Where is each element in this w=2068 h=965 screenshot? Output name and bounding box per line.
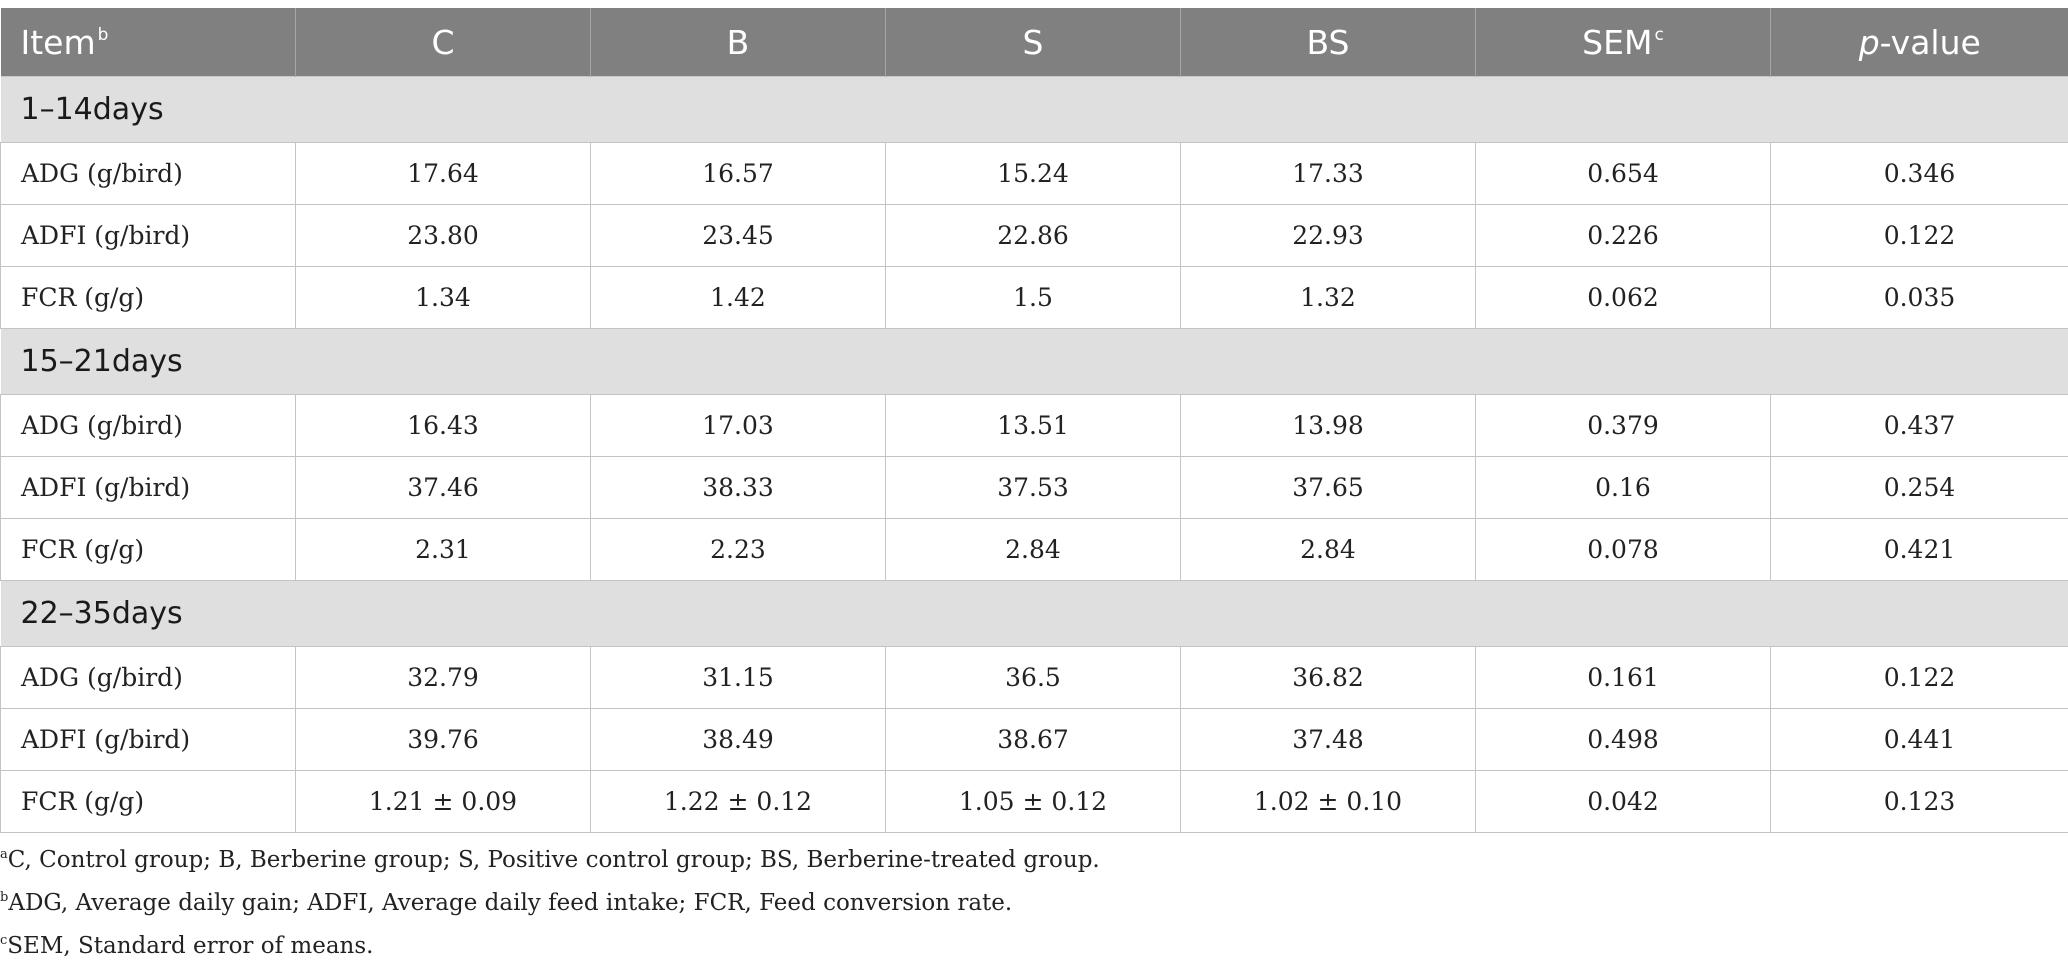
table-cell: 23.45 xyxy=(591,205,886,267)
table-cell: 13.51 xyxy=(886,395,1181,457)
table-cell: 1.21 ± 0.09 xyxy=(296,771,591,833)
table-cell: 0.16 xyxy=(1476,457,1771,519)
header-p-value: p-value xyxy=(1771,8,2068,77)
footnote: cSEM, Standard error of means. xyxy=(0,922,1100,965)
table-cell: 37.46 xyxy=(296,457,591,519)
section-label: 1–14days xyxy=(1,77,2068,143)
footnote: bADG, Average daily gain; ADFI, Average … xyxy=(0,879,1100,922)
table-cell: 1.22 ± 0.12 xyxy=(591,771,886,833)
table-cell: 17.64 xyxy=(296,143,591,205)
row-label: ADFI (g/bird) xyxy=(1,205,296,267)
table-cell: 2.23 xyxy=(591,519,886,581)
table-cell: 0.035 xyxy=(1771,267,2068,329)
section-row: 22–35days xyxy=(1,581,2068,647)
table-cell: 0.379 xyxy=(1476,395,1771,457)
table-cell: 1.42 xyxy=(591,267,886,329)
row-label: FCR (g/g) xyxy=(1,519,296,581)
footnotes: aC, Control group; B, Berberine group; S… xyxy=(0,836,1100,965)
table-cell: 1.34 xyxy=(296,267,591,329)
row-label: FCR (g/g) xyxy=(1,267,296,329)
header-c: C xyxy=(296,8,591,77)
table-cell: 23.80 xyxy=(296,205,591,267)
table-cell: 38.49 xyxy=(591,709,886,771)
table-cell: 0.122 xyxy=(1771,205,2068,267)
table-cell: 13.98 xyxy=(1181,395,1476,457)
table-cell: 32.79 xyxy=(296,647,591,709)
table-cell: 1.05 ± 0.12 xyxy=(886,771,1181,833)
table-cell: 22.86 xyxy=(886,205,1181,267)
table-cell: 36.82 xyxy=(1181,647,1476,709)
table-cell: 2.84 xyxy=(1181,519,1476,581)
header-b: B xyxy=(591,8,886,77)
table-cell: 0.161 xyxy=(1476,647,1771,709)
table-cell: 0.042 xyxy=(1476,771,1771,833)
table-cell: 16.57 xyxy=(591,143,886,205)
table-cell: 36.5 xyxy=(886,647,1181,709)
table-cell: 1.32 xyxy=(1181,267,1476,329)
table-cell: 0.498 xyxy=(1476,709,1771,771)
table-cell: 2.84 xyxy=(886,519,1181,581)
row-label: ADFI (g/bird) xyxy=(1,709,296,771)
table-cell: 2.31 xyxy=(296,519,591,581)
table-cell: 16.43 xyxy=(296,395,591,457)
row-label: ADG (g/bird) xyxy=(1,647,296,709)
table-cell: 39.76 xyxy=(296,709,591,771)
table-cell: 17.33 xyxy=(1181,143,1476,205)
table-cell: 0.346 xyxy=(1771,143,2068,205)
row-label: FCR (g/g) xyxy=(1,771,296,833)
table-cell: 0.078 xyxy=(1476,519,1771,581)
table-cell: 0.441 xyxy=(1771,709,2068,771)
table-cell: 0.122 xyxy=(1771,647,2068,709)
table-cell: 37.65 xyxy=(1181,457,1476,519)
table-cell: 1.5 xyxy=(886,267,1181,329)
table-cell: 0.437 xyxy=(1771,395,2068,457)
table-cell: 0.421 xyxy=(1771,519,2068,581)
table-cell: 0.654 xyxy=(1476,143,1771,205)
table-cell: 31.15 xyxy=(591,647,886,709)
row-label: ADG (g/bird) xyxy=(1,395,296,457)
section-row: 1–14days xyxy=(1,77,2068,143)
table-cell: 38.67 xyxy=(886,709,1181,771)
table-cell: 0.062 xyxy=(1476,267,1771,329)
table-cell: 15.24 xyxy=(886,143,1181,205)
section-label: 22–35days xyxy=(1,581,2068,647)
table-cell: 0.123 xyxy=(1771,771,2068,833)
table-cell: 17.03 xyxy=(591,395,886,457)
table-cell: 1.02 ± 0.10 xyxy=(1181,771,1476,833)
header-s: S xyxy=(886,8,1181,77)
table-cell: 37.53 xyxy=(886,457,1181,519)
section-row: 15–21days xyxy=(1,329,2068,395)
row-label: ADFI (g/bird) xyxy=(1,457,296,519)
section-label: 15–21days xyxy=(1,329,2068,395)
header-bs: BS xyxy=(1181,8,1476,77)
table-cell: 0.226 xyxy=(1476,205,1771,267)
row-label: ADG (g/bird) xyxy=(1,143,296,205)
table-cell: 22.93 xyxy=(1181,205,1476,267)
footnote: aC, Control group; B, Berberine group; S… xyxy=(0,836,1100,879)
table-cell: 0.254 xyxy=(1771,457,2068,519)
table-cell: 37.48 xyxy=(1181,709,1476,771)
table-cell: 38.33 xyxy=(591,457,886,519)
